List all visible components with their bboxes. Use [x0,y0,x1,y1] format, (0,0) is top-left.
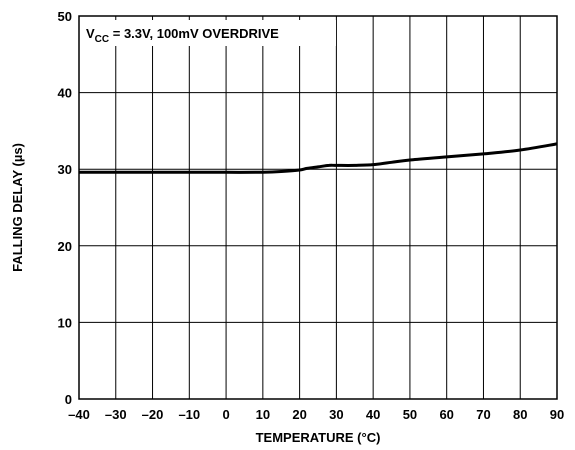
x-tick-label: 80 [513,407,527,422]
plot-frame [78,15,558,400]
y-tick-labels: 0 10 20 30 40 50 [58,9,72,407]
annotation-box [80,20,336,46]
x-tick-label: –20 [142,407,164,422]
y-tick-label: 20 [58,239,72,254]
y-tick-label: 0 [65,392,72,407]
series-line [79,142,558,174]
y-axis-label: FALLING DELAY (µs) [10,143,25,272]
x-tick-label: –30 [105,407,127,422]
x-tick-label: 50 [403,407,417,422]
y-tick-label: 50 [58,9,72,24]
conditions-annotation: VCC = 3.3V, 100mV OVERDRIVE [86,26,279,45]
x-tick-label: 20 [292,407,306,422]
y-tick-label: 30 [58,162,72,177]
x-tick-label: 10 [256,407,270,422]
x-tick-label: 60 [439,407,453,422]
annotation-prefix: V [86,26,95,41]
x-tick-label: 40 [366,407,380,422]
vertical-gridlines [115,16,521,399]
y-tick-label: 10 [58,315,72,330]
x-axis-label: TEMPERATURE (°C) [256,430,381,445]
x-tick-label: 70 [476,407,490,422]
x-tick-label: –10 [178,407,200,422]
annotation-suffix: = 3.3V, 100mV OVERDRIVE [109,26,279,41]
x-tick-label: –40 [68,407,90,422]
x-tick-labels: –40 –30 –20 –10 0 10 20 30 40 50 60 70 80 90 [68,407,564,422]
x-tick-label: 0 [222,407,229,422]
horizontal-gridlines [79,92,557,323]
data-series [79,142,558,174]
plot-background [79,16,557,399]
y-tick-label: 40 [58,86,72,101]
annotation-subscript: CC [95,34,109,45]
x-tick-label: 90 [550,407,564,422]
x-tick-label: 30 [329,407,343,422]
